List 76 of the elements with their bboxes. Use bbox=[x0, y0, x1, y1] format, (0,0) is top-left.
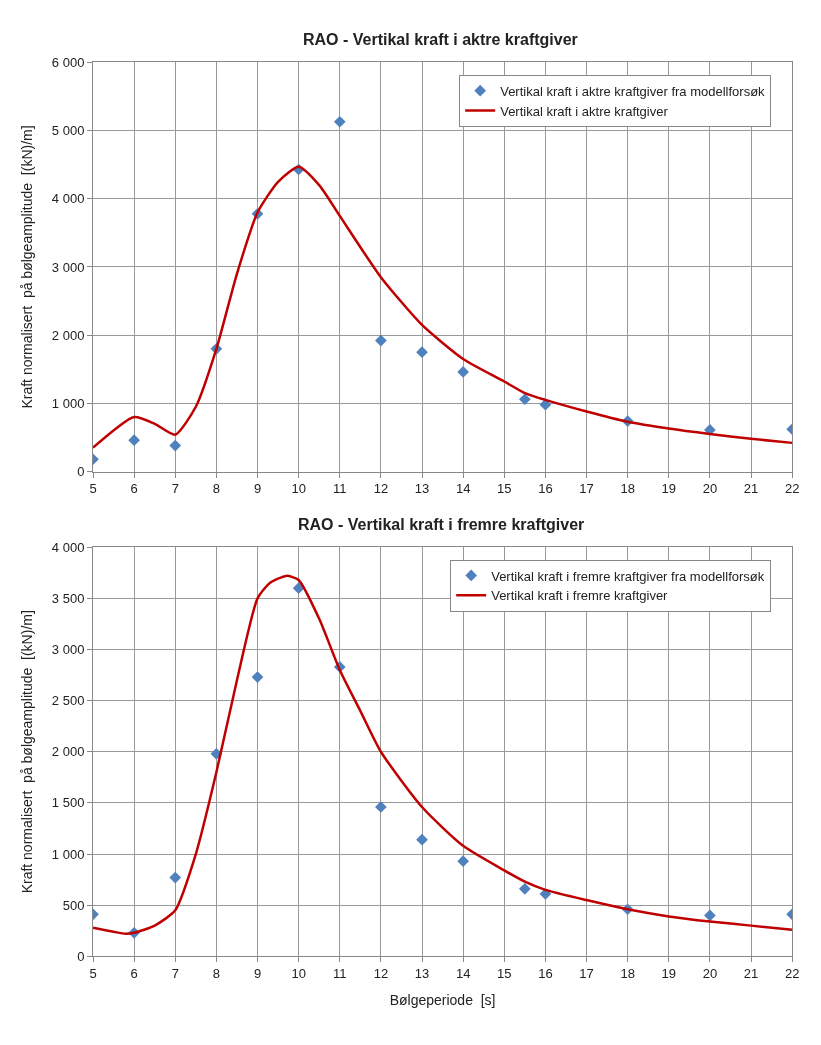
point bbox=[518, 882, 531, 895]
y-tick-label: 1 000 bbox=[51, 395, 85, 411]
y-axis-title: Kraft normalisert på bølgeamplitude [(kN)/m] bbox=[19, 610, 36, 894]
y-tick-label: 6 000 bbox=[51, 55, 85, 70]
point bbox=[169, 871, 182, 884]
point bbox=[251, 671, 264, 683]
y-tick-label: 1 000 bbox=[51, 846, 85, 862]
x-tick-label: 19 bbox=[661, 481, 676, 497]
point bbox=[457, 366, 469, 378]
x-axis-title: Bølgeperiode [s] bbox=[389, 992, 496, 1009]
y-axis-title: Kraft normalisert på bølgeamplitude [(kN)/m] bbox=[19, 125, 36, 409]
x-tick-label: 10 bbox=[291, 965, 306, 981]
y-tick-label: 4 000 bbox=[51, 539, 85, 555]
x-tick-label: 7 bbox=[171, 965, 179, 981]
y-tick-label: 2 000 bbox=[51, 327, 85, 343]
chart-title: RAO - Vertikal kraft i aktre kraftgiver bbox=[303, 31, 578, 48]
x-tick-label: 17 bbox=[579, 481, 594, 497]
y-tick-label: 2 500 bbox=[51, 693, 85, 709]
point bbox=[292, 582, 305, 594]
x-tick-label: 22 bbox=[784, 481, 800, 497]
y-tick-label: 500 bbox=[62, 897, 85, 913]
x-tick-label: 19 bbox=[661, 965, 676, 981]
x-tick-label: 16 bbox=[538, 965, 553, 981]
x-tick-label: 22 bbox=[784, 965, 800, 981]
legend-label: Vertikal kraft i aktre kraftgiver fra modellforsøk bbox=[500, 83, 766, 99]
x-tick-label: 11 bbox=[333, 965, 347, 981]
x-tick-label: 18 bbox=[620, 481, 635, 497]
y-tick-label: 0 bbox=[77, 464, 85, 480]
point bbox=[375, 334, 387, 347]
y-tick-label: 3 000 bbox=[51, 642, 85, 658]
y-tick-label: 3 500 bbox=[51, 590, 85, 606]
x-tick-label: 12 bbox=[373, 965, 389, 981]
x-tick-label: 21 bbox=[743, 481, 759, 497]
point bbox=[333, 115, 346, 128]
point bbox=[416, 346, 428, 359]
x-tick-label: 8 bbox=[212, 481, 220, 497]
x-tick-label: 20 bbox=[702, 481, 718, 497]
x-tick-label: 14 bbox=[455, 965, 471, 981]
y-tick-label: 1 500 bbox=[51, 795, 85, 811]
y-tick-label: 3 000 bbox=[51, 259, 85, 275]
x-tick-label: 13 bbox=[414, 965, 430, 981]
legend-label: Vertikal kraft i fremre kraftgiver fra modellforsøk bbox=[491, 568, 765, 584]
legend-label: Vertikal kraft i fremre kraftgiver bbox=[491, 588, 669, 604]
x-tick-label: 6 bbox=[130, 481, 138, 497]
x-tick-label: 17 bbox=[579, 965, 594, 981]
point bbox=[518, 393, 531, 406]
x-tick-label: 10 bbox=[291, 481, 306, 497]
x-tick-label: 14 bbox=[455, 481, 471, 497]
y-tick-label: 4 000 bbox=[51, 191, 85, 207]
chart-title: RAO - Vertikal kraft i fremre kraftgiver bbox=[298, 516, 585, 533]
x-tick-label: 5 bbox=[89, 965, 97, 981]
x-tick-label: 15 bbox=[497, 965, 512, 981]
point bbox=[457, 855, 469, 868]
y-tick-label: 2 000 bbox=[51, 744, 85, 760]
x-tick-label: 6 bbox=[130, 965, 138, 981]
line-series bbox=[93, 165, 793, 449]
x-tick-label: 21 bbox=[743, 965, 759, 981]
y-tick-label: 5 000 bbox=[51, 123, 85, 139]
x-tick-label: 20 bbox=[702, 965, 718, 981]
x-tick-label: 5 bbox=[89, 481, 97, 497]
point bbox=[704, 909, 716, 922]
point bbox=[169, 439, 182, 452]
x-tick-label: 8 bbox=[212, 965, 220, 981]
y-tick-label: 0 bbox=[77, 948, 85, 964]
point bbox=[416, 833, 428, 846]
x-tick-label: 9 bbox=[253, 965, 262, 981]
x-tick-label: 18 bbox=[620, 965, 635, 981]
x-tick-label: 12 bbox=[373, 481, 389, 497]
x-tick-label: 11 bbox=[333, 481, 347, 497]
x-tick-label: 9 bbox=[253, 481, 262, 497]
point bbox=[128, 434, 140, 446]
x-tick-label: 7 bbox=[171, 481, 179, 497]
x-tick-label: 15 bbox=[497, 481, 512, 497]
legend-label: Vertikal kraft i aktre kraftgiver bbox=[500, 103, 669, 119]
x-tick-label: 13 bbox=[414, 481, 430, 497]
x-tick-label: 16 bbox=[538, 481, 553, 497]
